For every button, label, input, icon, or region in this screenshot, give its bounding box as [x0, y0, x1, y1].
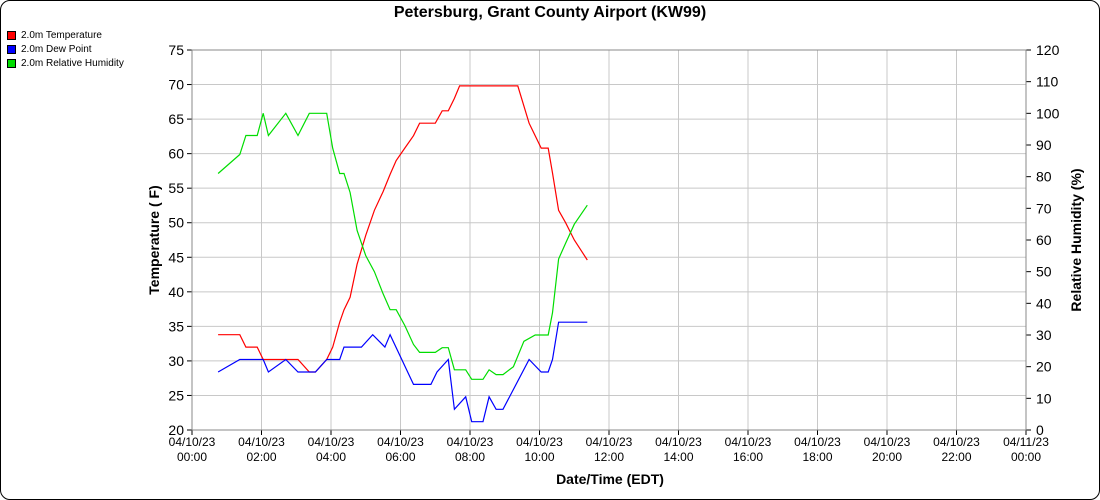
x-tick-date: 04/10/23	[516, 435, 563, 449]
y-right-tick-label: 80	[1036, 169, 1052, 185]
x-tick-date: 04/10/23	[238, 435, 285, 449]
x-tick-time: 04:00	[316, 450, 346, 464]
y-right-tick-label: 30	[1036, 327, 1052, 343]
y-right-tick-label: 0	[1036, 422, 1044, 438]
y-right-tick-label: 60	[1036, 232, 1052, 248]
y-left-tick-label: 25	[168, 387, 184, 403]
legend-swatch-temperature	[7, 30, 16, 40]
legend: 2.0m Temperature 2.0m Dew Point 2.0m Rel…	[7, 28, 124, 70]
y-right-tick-label: 40	[1036, 295, 1052, 311]
legend-swatch-dew-point	[7, 44, 16, 54]
plot-area	[191, 49, 1027, 431]
x-tick-time: 16:00	[733, 450, 763, 464]
legend-item-dew-point: 2.0m Dew Point	[7, 42, 124, 56]
y-left-tick-label: 35	[168, 318, 184, 334]
legend-label-relative-humidity: 2.0m Relative Humidity	[21, 57, 124, 69]
x-tick-time: 06:00	[385, 450, 415, 464]
x-tick-time: 12:00	[594, 450, 624, 464]
x-tick-date: 04/10/23	[933, 435, 980, 449]
y-left-tick-label: 70	[168, 77, 184, 93]
y-left-tick-label: 20	[168, 422, 184, 438]
x-axis-title: Date/Time (EDT)	[556, 471, 664, 487]
x-tick-time: 02:00	[246, 450, 276, 464]
y-left-tick-label: 40	[168, 284, 184, 300]
y-left-tick-label: 30	[168, 353, 184, 369]
y-left-tick-label: 60	[168, 146, 184, 162]
y-left-tick-label: 55	[168, 180, 184, 196]
y-right-tick-label: 70	[1036, 200, 1052, 216]
y-right-tick-label: 50	[1036, 264, 1052, 280]
y-right-tick-label: 10	[1036, 390, 1052, 406]
y-right-tick-label: 110	[1036, 74, 1059, 90]
series-line-2-0m-dew-point	[217, 321, 588, 423]
chart-title: Petersburg, Grant County Airport (KW99)	[393, 4, 707, 21]
legend-label-dew-point: 2.0m Dew Point	[21, 43, 92, 55]
x-tick-date: 04/10/23	[725, 435, 772, 449]
y-right-tick-label: 120	[1036, 42, 1060, 58]
x-tick-time: 00:00	[177, 450, 207, 464]
series-line-2-0m-relative-humidity	[217, 112, 588, 380]
y-axis-title-right: Relative Humidity (%)	[1068, 168, 1084, 311]
x-tick-date: 04/10/23	[308, 435, 355, 449]
y-left-tick-label: 65	[168, 111, 184, 127]
y-axis-title-left: Temperature ( F)	[146, 185, 162, 294]
x-tick-date: 04/11/23	[1003, 435, 1049, 449]
y-right-tick-label: 90	[1036, 137, 1052, 153]
x-tick-date: 04/10/23	[794, 435, 841, 449]
x-tick-time: 10:00	[524, 450, 554, 464]
legend-label-temperature: 2.0m Temperature	[21, 29, 102, 41]
x-tick-date: 04/10/23	[864, 435, 911, 449]
x-tick-time: 18:00	[802, 450, 832, 464]
y-right-tick-label: 100	[1036, 105, 1060, 121]
y-left-tick-label: 75	[168, 42, 184, 58]
y-left-tick-label: 45	[168, 249, 184, 265]
x-tick-time: 00:00	[1011, 450, 1041, 464]
x-tick-date: 04/10/23	[447, 435, 494, 449]
x-tick-date: 04/10/23	[377, 435, 424, 449]
x-tick-time: 20:00	[872, 450, 902, 464]
legend-item-temperature: 2.0m Temperature	[7, 28, 124, 42]
x-tick-date: 04/10/23	[169, 435, 216, 449]
x-tick-date: 04/10/23	[586, 435, 633, 449]
y-left-tick-label: 50	[168, 215, 184, 231]
x-tick-time: 14:00	[663, 450, 693, 464]
legend-item-relative-humidity: 2.0m Relative Humidity	[7, 56, 124, 70]
legend-swatch-relative-humidity	[7, 58, 16, 68]
x-tick-date: 04/10/23	[655, 435, 702, 449]
y-right-tick-label: 20	[1036, 359, 1052, 375]
x-tick-time: 08:00	[455, 450, 485, 464]
x-tick-time: 22:00	[941, 450, 971, 464]
